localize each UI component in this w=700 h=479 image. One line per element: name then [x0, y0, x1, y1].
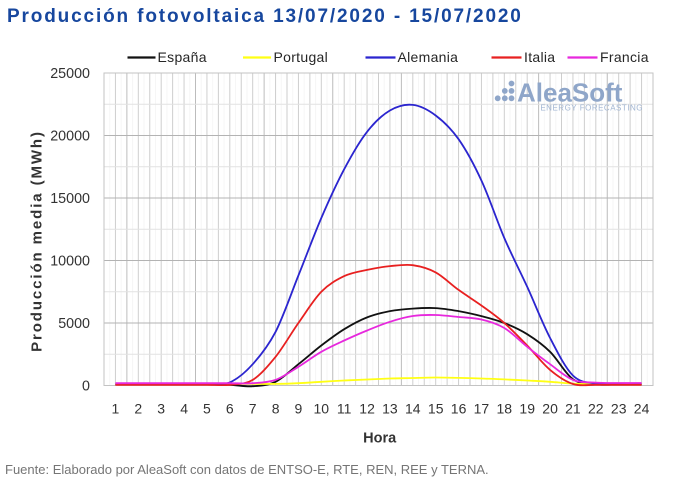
svg-text:20: 20 — [542, 401, 558, 417]
svg-text:10000: 10000 — [50, 254, 90, 270]
svg-text:Francia: Francia — [600, 49, 649, 65]
svg-text:8: 8 — [272, 401, 280, 417]
svg-text:18: 18 — [497, 401, 513, 417]
svg-text:9: 9 — [295, 401, 303, 417]
svg-text:Alemania: Alemania — [398, 49, 459, 65]
svg-text:16: 16 — [451, 401, 467, 417]
svg-text:25000: 25000 — [50, 66, 90, 82]
svg-text:10: 10 — [314, 401, 330, 417]
svg-text:15000: 15000 — [50, 191, 90, 207]
svg-text:11: 11 — [337, 401, 352, 417]
svg-text:13: 13 — [382, 401, 398, 417]
svg-text:22: 22 — [588, 401, 604, 417]
svg-text:19: 19 — [519, 401, 535, 417]
svg-text:5: 5 — [203, 401, 211, 417]
svg-text:Hora: Hora — [363, 431, 397, 447]
svg-text:21: 21 — [565, 401, 581, 417]
svg-text:Producción media (MWh): Producción media (MWh) — [29, 130, 46, 352]
svg-text:23: 23 — [611, 401, 627, 417]
svg-text:6: 6 — [226, 401, 234, 417]
svg-text:AleaSoft: AleaSoft — [517, 78, 623, 108]
svg-text:20000: 20000 — [50, 129, 90, 145]
svg-text:ENERGY FORECASTING: ENERGY FORECASTING — [540, 104, 643, 113]
svg-text:17: 17 — [474, 401, 490, 417]
svg-text:7: 7 — [249, 401, 257, 417]
svg-text:2: 2 — [134, 401, 142, 417]
svg-text:15: 15 — [428, 401, 444, 417]
svg-text:4: 4 — [180, 401, 188, 417]
svg-text:Portugal: Portugal — [274, 49, 329, 65]
svg-text:14: 14 — [405, 401, 421, 417]
svg-text:5000: 5000 — [58, 316, 90, 332]
svg-text:3: 3 — [157, 401, 165, 417]
svg-text:España: España — [158, 49, 207, 65]
svg-text:24: 24 — [634, 401, 650, 417]
svg-text:12: 12 — [359, 401, 375, 417]
svg-text:Italia: Italia — [524, 49, 555, 65]
svg-text:0: 0 — [82, 379, 90, 395]
svg-text:1: 1 — [112, 401, 120, 417]
